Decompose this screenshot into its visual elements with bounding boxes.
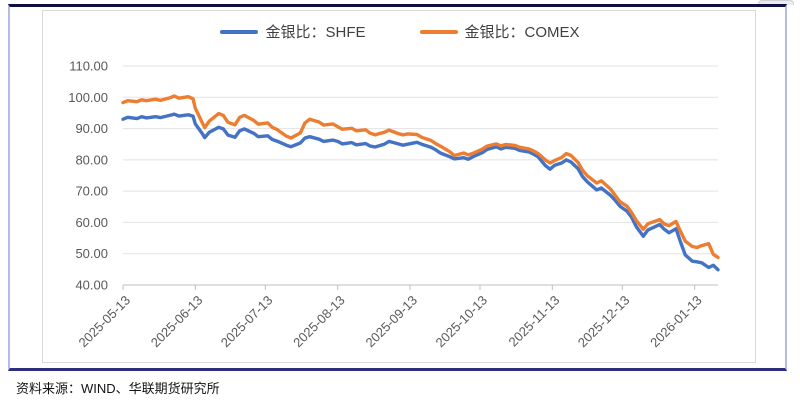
corner-ui-fragment: [758, 0, 794, 5]
legend-item-shfe: 金银比：SHFE: [220, 21, 366, 42]
legend-label-comex: 金银比：COMEX: [464, 24, 580, 41]
shfe-line-swatch-icon: [220, 29, 259, 34]
comex-line-swatch-icon: [419, 29, 458, 34]
chart-legend: 金银比：SHFE 金银比：COMEX: [0, 21, 800, 42]
legend-label-shfe: 金银比：SHFE: [265, 24, 366, 41]
legend-item-comex: 金银比：COMEX: [419, 21, 580, 42]
chart-plot-frame: [42, 10, 756, 363]
source-text: 资料来源：WIND、华联期货研究所: [16, 381, 220, 396]
